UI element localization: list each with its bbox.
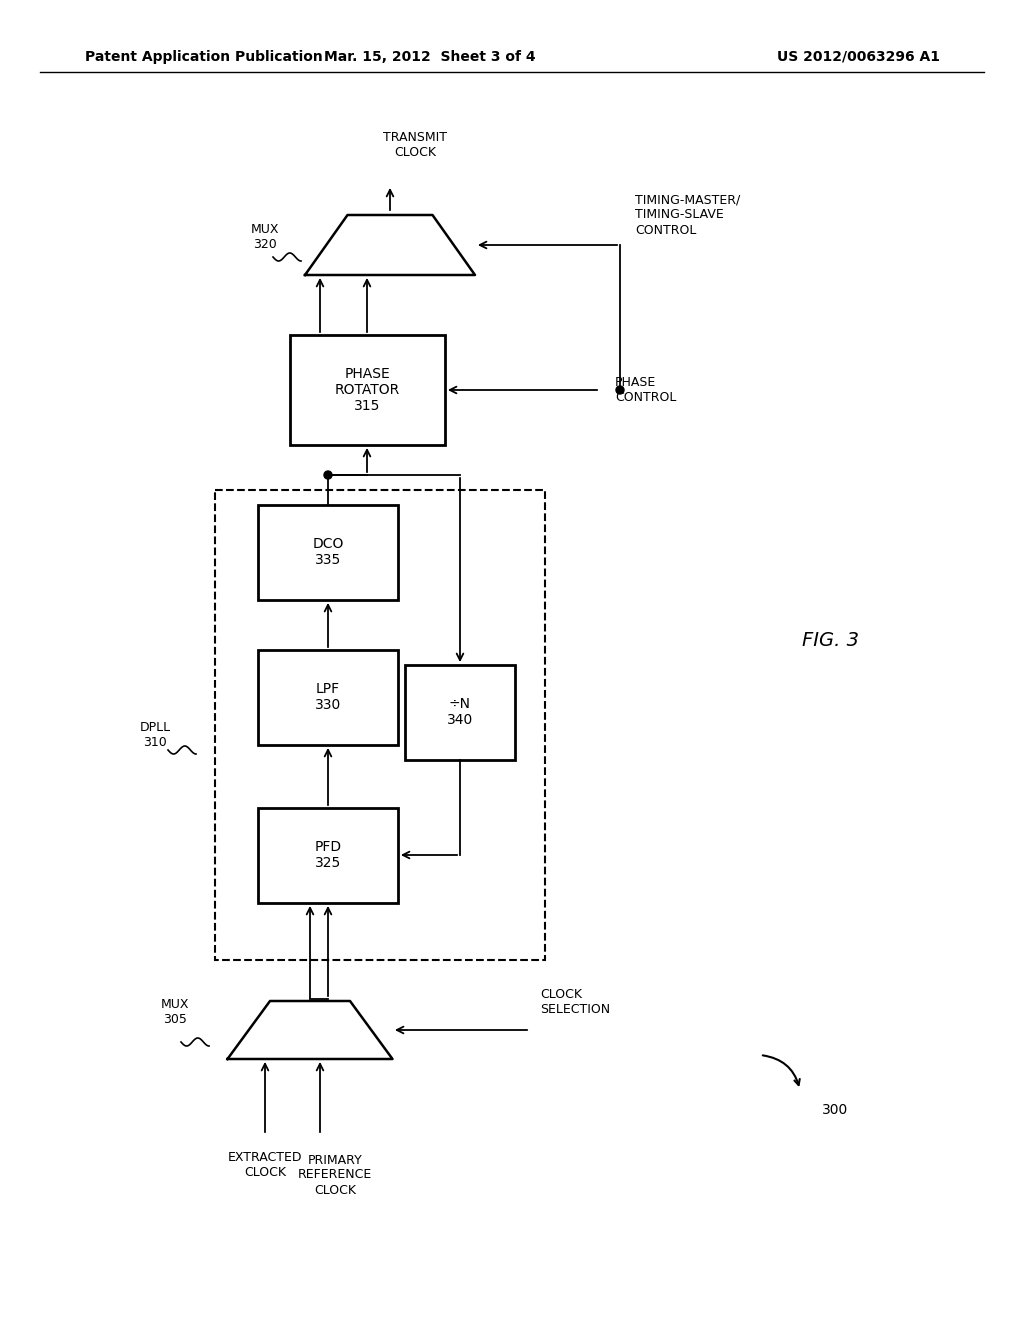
Text: TIMING-MASTER/
TIMING-SLAVE
CONTROL: TIMING-MASTER/ TIMING-SLAVE CONTROL	[635, 194, 740, 236]
Text: CLOCK
SELECTION: CLOCK SELECTION	[540, 987, 610, 1016]
Text: FIG. 3: FIG. 3	[802, 631, 858, 649]
Bar	[258, 808, 398, 903]
Text: MUX
305: MUX 305	[161, 998, 189, 1026]
Text: Patent Application Publication: Patent Application Publication	[85, 50, 323, 63]
Text: 300: 300	[822, 1104, 848, 1117]
Bar	[258, 506, 398, 601]
Text: ÷N
340: ÷N 340	[446, 697, 473, 727]
Bar	[406, 665, 515, 760]
Circle shape	[324, 471, 332, 479]
Text: PHASE
CONTROL: PHASE CONTROL	[615, 376, 677, 404]
Bar	[258, 649, 398, 744]
Text: TRANSMIT
CLOCK: TRANSMIT CLOCK	[383, 131, 447, 158]
Bar	[215, 490, 545, 960]
Text: LPF
330: LPF 330	[314, 682, 341, 711]
Text: DPLL
310: DPLL 310	[139, 721, 171, 748]
Text: EXTRACTED
CLOCK: EXTRACTED CLOCK	[227, 1151, 302, 1179]
Text: DCO
335: DCO 335	[312, 537, 344, 568]
Text: PFD
325: PFD 325	[314, 840, 342, 870]
Text: US 2012/0063296 A1: US 2012/0063296 A1	[777, 50, 940, 63]
Text: PHASE
ROTATOR
315: PHASE ROTATOR 315	[335, 367, 399, 413]
Text: MUX
320: MUX 320	[251, 223, 280, 251]
Text: Mar. 15, 2012  Sheet 3 of 4: Mar. 15, 2012 Sheet 3 of 4	[325, 50, 536, 63]
Text: PRIMARY
REFERENCE
CLOCK: PRIMARY REFERENCE CLOCK	[298, 1154, 372, 1196]
Circle shape	[616, 385, 624, 393]
Bar	[290, 335, 445, 445]
